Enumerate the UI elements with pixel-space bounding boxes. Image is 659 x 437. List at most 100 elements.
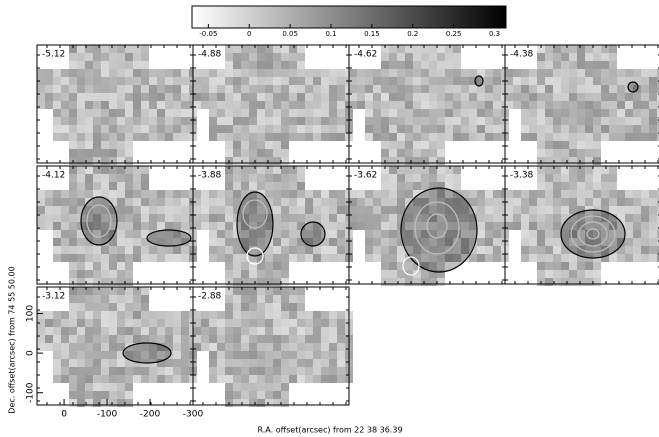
- map-pixel: [241, 327, 249, 335]
- panel: -4.38: [504, 44, 659, 165]
- map-pixel: [289, 359, 297, 367]
- map-pixel: [381, 246, 389, 254]
- map-pixel: [529, 214, 537, 222]
- map-pixel: [181, 69, 189, 77]
- map-pixel: [505, 101, 513, 109]
- map-pixel: [569, 262, 577, 270]
- map-pixel: [421, 270, 429, 278]
- map-pixel: [381, 270, 389, 278]
- map-pixel: [633, 133, 641, 141]
- map-pixel: [469, 198, 477, 206]
- map-pixel: [257, 166, 265, 174]
- map-pixel: [609, 174, 617, 182]
- map-pixel: [125, 85, 133, 93]
- map-pixel: [93, 319, 101, 327]
- map-pixel: [349, 190, 357, 198]
- panel: -5.12: [36, 44, 197, 165]
- map-pixel: [77, 383, 85, 391]
- map-pixel: [125, 190, 133, 198]
- map-pixel: [297, 69, 305, 77]
- map-pixel: [461, 214, 469, 222]
- map-pixel: [77, 174, 85, 182]
- map-pixel: [657, 125, 659, 133]
- map-pixel: [321, 351, 329, 359]
- map-pixel: [165, 311, 173, 319]
- map-pixel: [601, 246, 609, 254]
- map-pixel: [281, 222, 289, 230]
- map-pixel: [445, 53, 453, 61]
- map-pixel: [149, 246, 157, 254]
- map-pixel: [329, 319, 337, 327]
- map-pixel: [45, 319, 53, 327]
- map-pixel: [109, 367, 117, 375]
- map-pixel: [641, 246, 649, 254]
- map-pixel: [281, 198, 289, 206]
- map-pixel: [405, 157, 413, 165]
- map-pixel: [305, 254, 313, 262]
- map-pixel: [529, 133, 537, 141]
- map-pixel: [165, 319, 173, 327]
- map-pixel: [529, 254, 537, 262]
- panel-label: -3.38: [510, 171, 534, 181]
- map-pixel: [429, 109, 437, 117]
- map-pixel: [537, 101, 545, 109]
- map-pixel: [109, 166, 117, 174]
- map-pixel: [117, 206, 125, 214]
- map-pixel: [381, 214, 389, 222]
- map-pixel: [173, 133, 181, 141]
- map-pixel: [337, 238, 345, 246]
- map-pixel: [569, 157, 577, 165]
- map-pixel: [593, 214, 601, 222]
- map-pixel: [485, 77, 493, 85]
- map-pixel: [249, 182, 257, 190]
- map-pixel: [649, 69, 657, 77]
- map-pixel: [421, 174, 429, 182]
- map-pixel: [273, 174, 281, 182]
- map-pixel: [577, 254, 585, 262]
- map-pixel: [249, 391, 257, 399]
- map-pixel: [389, 141, 397, 149]
- map-pixel: [201, 327, 209, 335]
- map-pixel: [225, 262, 233, 270]
- map-pixel: [69, 246, 77, 254]
- map-pixel: [321, 77, 329, 85]
- map-pixel: [257, 311, 265, 319]
- map-pixel: [45, 335, 53, 343]
- map-pixel: [233, 166, 241, 174]
- map-pixel: [61, 117, 69, 125]
- map-pixel: [305, 198, 313, 206]
- map-pixel: [453, 53, 461, 61]
- map-pixel: [389, 238, 397, 246]
- panel-label: -4.62: [354, 50, 377, 60]
- map-pixel: [657, 230, 659, 238]
- map-pixel: [485, 206, 493, 214]
- map-pixel: [217, 238, 225, 246]
- map-pixel: [69, 262, 77, 270]
- map-pixel: [429, 246, 437, 254]
- contour-fill: [81, 197, 117, 245]
- map-pixel: [233, 53, 241, 61]
- map-pixel: [217, 77, 225, 85]
- map-pixel: [429, 174, 437, 182]
- map-pixel: [609, 61, 617, 69]
- map-pixel: [209, 367, 217, 375]
- map-pixel: [477, 93, 485, 101]
- map-pixel: [453, 69, 461, 77]
- map-pixel: [281, 166, 289, 174]
- map-pixel: [241, 61, 249, 69]
- map-pixel: [209, 343, 217, 351]
- map-pixel: [625, 109, 633, 117]
- map-pixel: [85, 214, 93, 222]
- map-pixel: [493, 190, 501, 198]
- map-pixel: [445, 254, 453, 262]
- map-pixel: [657, 238, 659, 246]
- map-pixel: [173, 359, 181, 367]
- map-pixel: [397, 157, 405, 165]
- map-pixel: [633, 206, 641, 214]
- map-pixel: [225, 295, 233, 303]
- map-pixel: [625, 93, 633, 101]
- map-pixel: [281, 327, 289, 335]
- map-pixel: [149, 222, 157, 230]
- map-pixel: [609, 182, 617, 190]
- map-pixel: [289, 295, 297, 303]
